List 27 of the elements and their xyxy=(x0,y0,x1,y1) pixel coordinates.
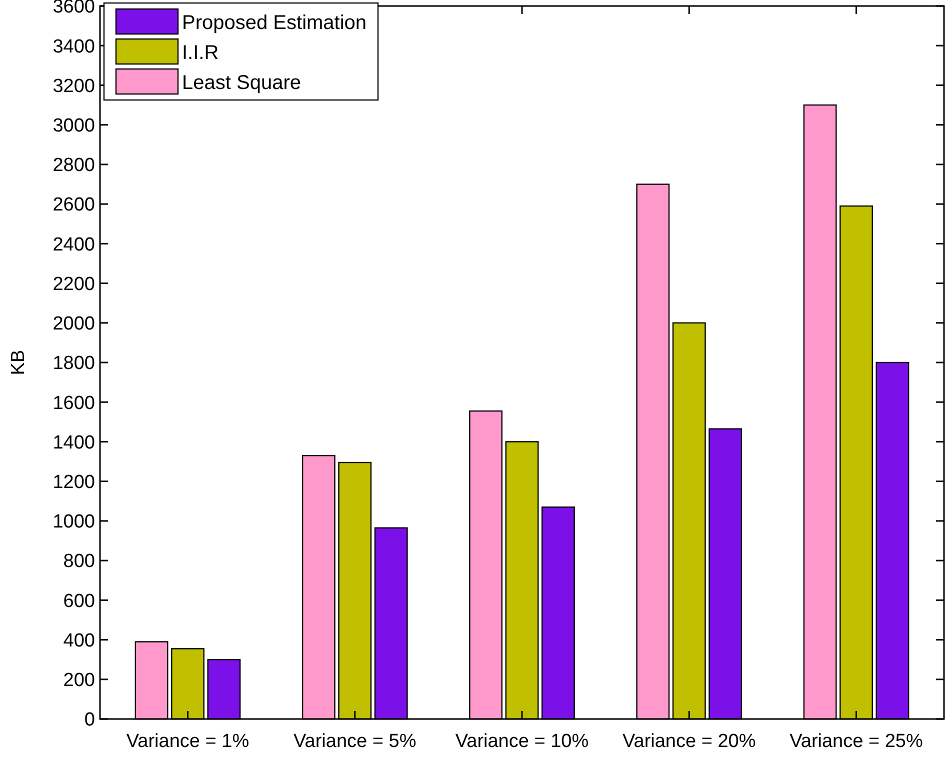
y-axis-title: KB xyxy=(8,350,29,376)
y-tick-label: 2800 xyxy=(52,155,95,176)
y-tick-label: 1600 xyxy=(52,392,95,414)
x-tick-label: Variance = 25% xyxy=(790,731,923,752)
y-tick-label: 400 xyxy=(63,630,95,652)
legend-label: Least Square xyxy=(182,72,301,94)
y-tick-label: 1200 xyxy=(52,472,95,493)
y-tick-label: 200 xyxy=(63,670,95,692)
y-tick-label: 2000 xyxy=(52,314,95,335)
y-tick-label: 2600 xyxy=(52,194,95,216)
y-tick-label: 2200 xyxy=(52,274,95,295)
y-tick-label: 2400 xyxy=(52,234,95,256)
y-tick-label: 800 xyxy=(63,551,95,572)
y-tick-label: 0 xyxy=(84,710,95,731)
y-tick-label: 1000 xyxy=(52,512,95,533)
x-tick-label: Variance = 20% xyxy=(622,731,756,752)
legend-label: Proposed Estimation xyxy=(182,12,367,34)
x-tick-label: Variance = 5% xyxy=(294,731,416,752)
y-tick-label: 3000 xyxy=(52,115,95,136)
y-tick-label: 600 xyxy=(63,590,95,612)
legend-label: I.I.R xyxy=(182,42,219,64)
x-tick-label: Variance = 10% xyxy=(455,731,589,752)
x-tick-label: Variance = 1% xyxy=(126,731,250,752)
y-tick-label: 3400 xyxy=(52,36,95,58)
y-tick-label: 3200 xyxy=(52,76,95,97)
y-tick-label: 1800 xyxy=(52,353,95,374)
y-tick-label: 1400 xyxy=(52,432,95,454)
